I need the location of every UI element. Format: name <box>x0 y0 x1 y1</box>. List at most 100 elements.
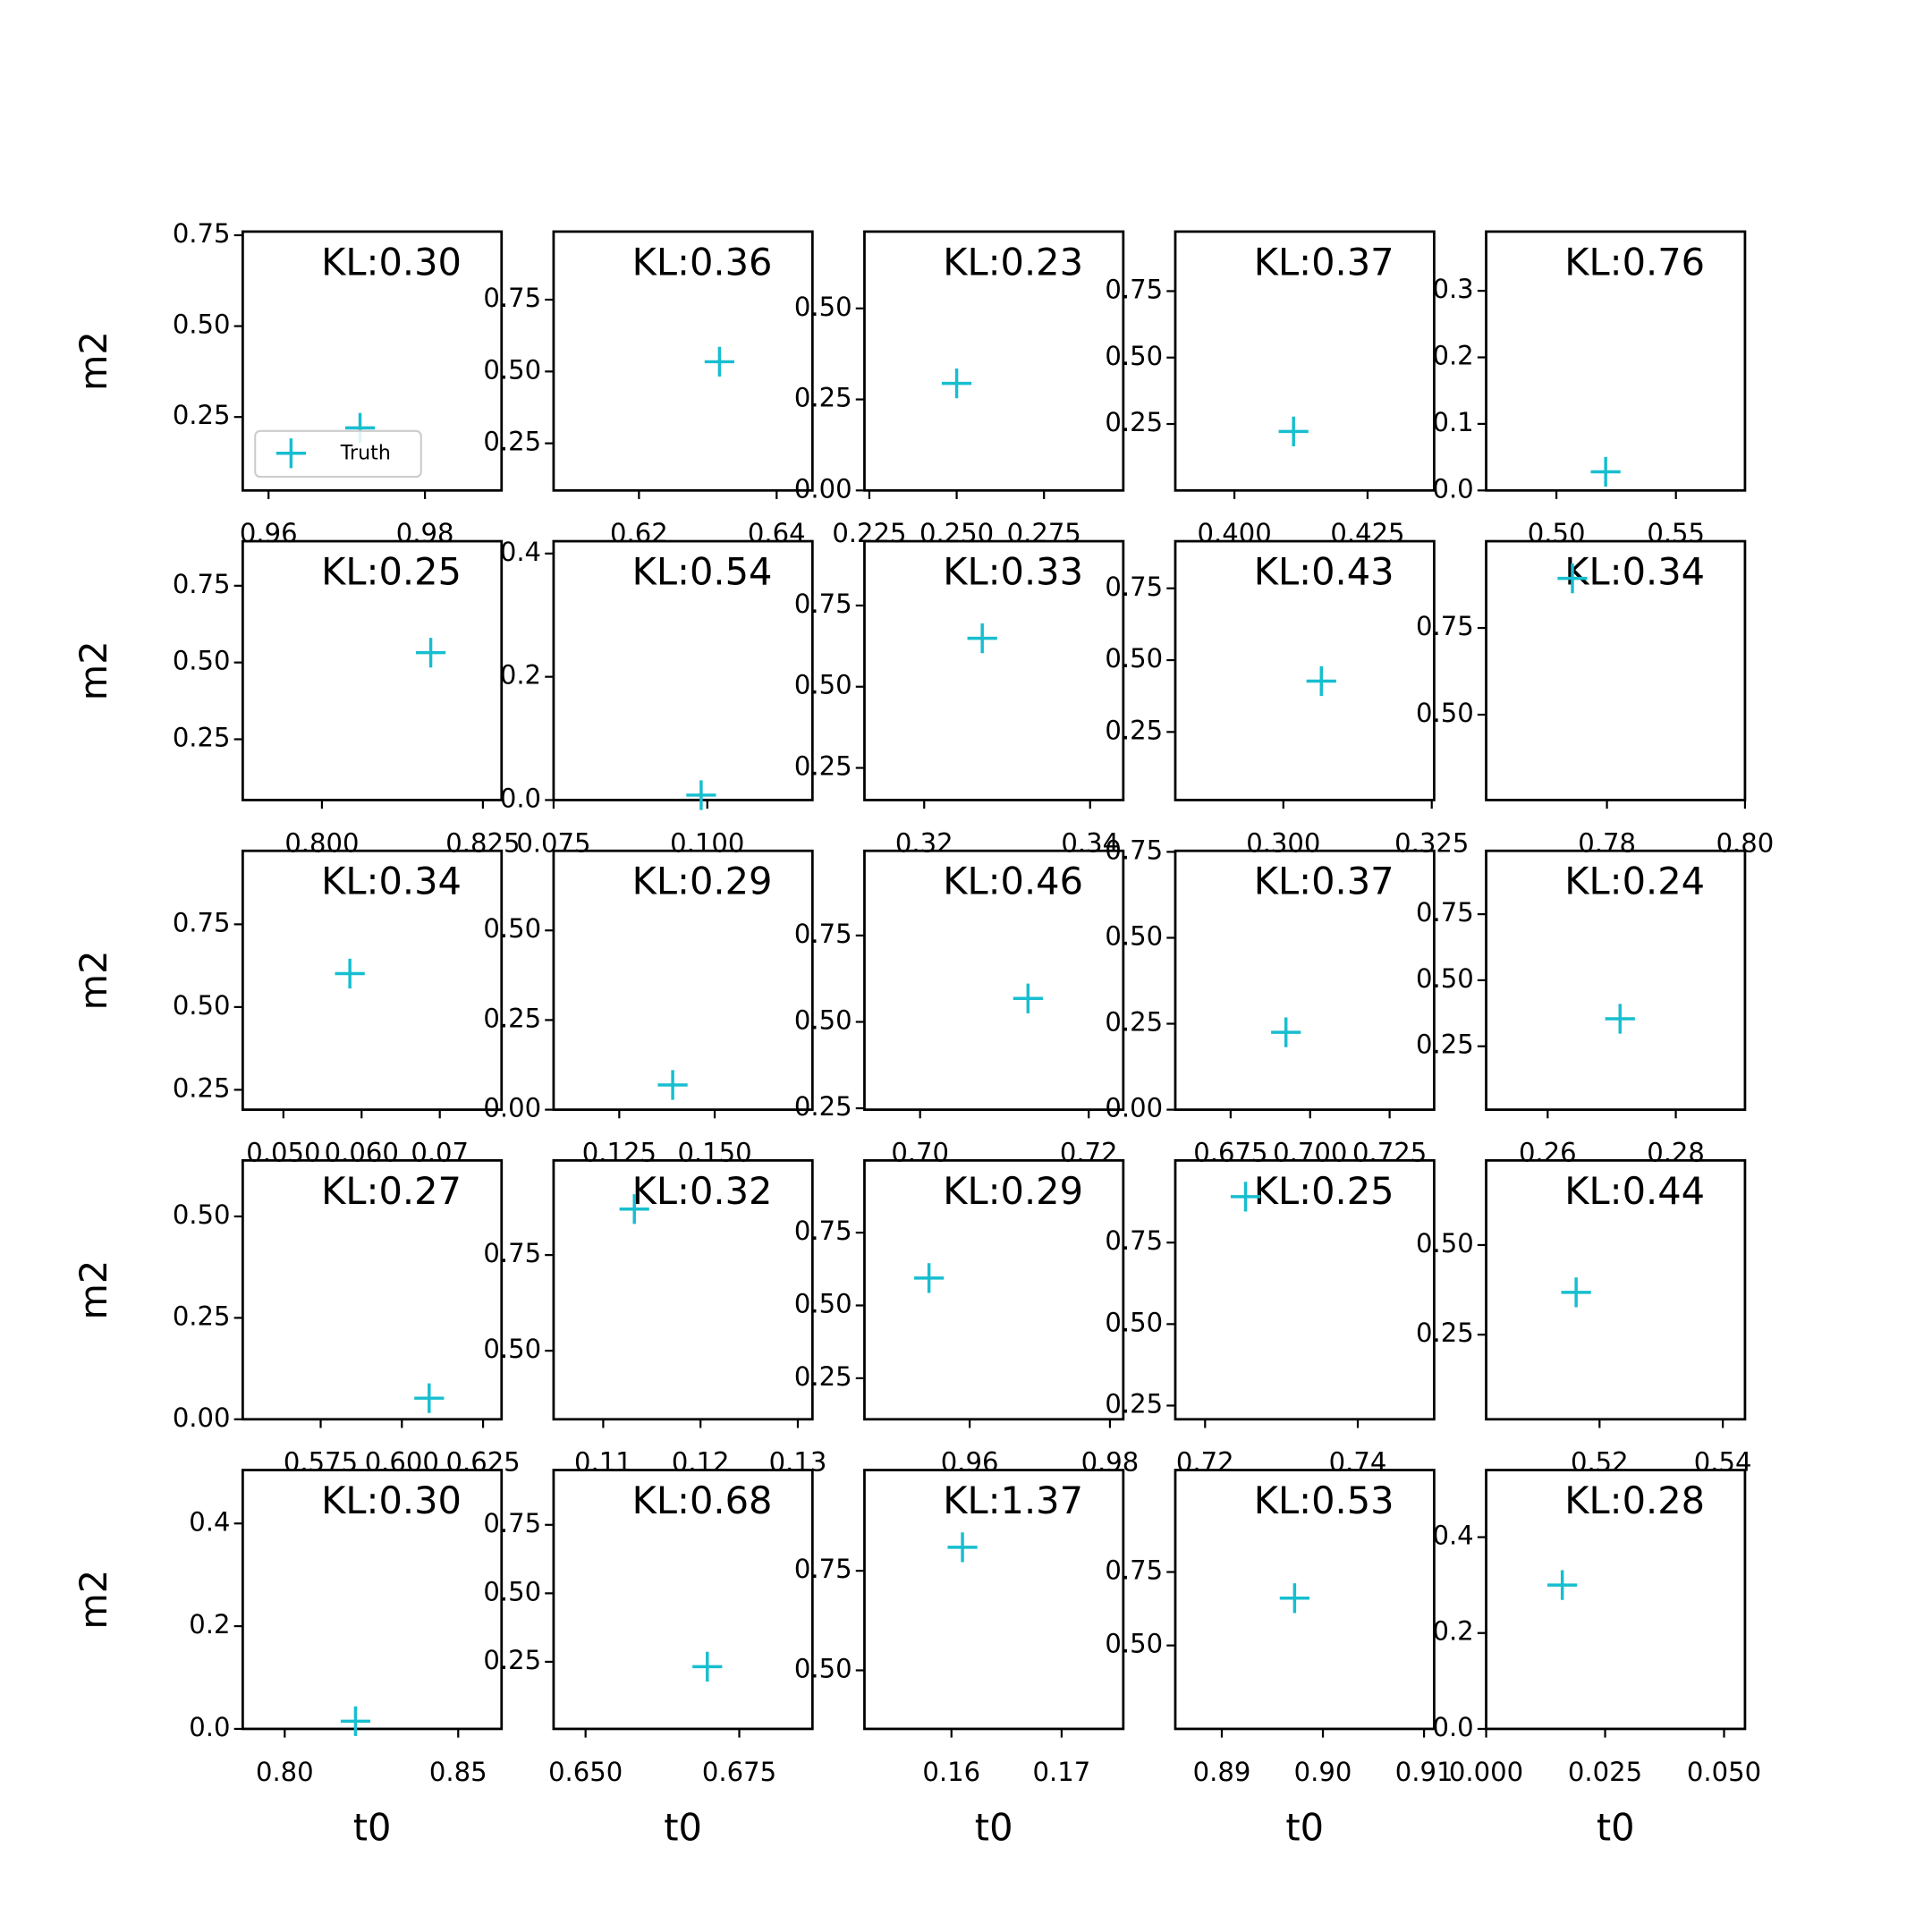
y-tick-label: 0.25 <box>1416 1318 1474 1348</box>
y-tick-label: 0.75 <box>794 1554 852 1584</box>
y-tick-label: 0.50 <box>173 990 231 1021</box>
x-tick-label: 0.325 <box>1394 827 1469 858</box>
contour-line <box>605 869 762 1103</box>
truth-marker <box>1561 1277 1591 1308</box>
axes-frame <box>552 849 814 1111</box>
truth-marker <box>414 1383 445 1413</box>
axes-frame <box>552 1159 814 1421</box>
truth-marker <box>1279 1583 1310 1614</box>
truth-marker <box>1590 456 1621 487</box>
y-tick-label: 0.50 <box>483 1576 541 1606</box>
x-tick-label: 0.125 <box>582 1137 657 1167</box>
y-tick-label: 0.25 <box>173 1072 231 1103</box>
x-tick-label: 0.050 <box>246 1137 320 1167</box>
x-tick-label: 0.90 <box>1294 1757 1352 1787</box>
axes-frame <box>1485 539 1747 801</box>
y-tick-label: 0.25 <box>1105 715 1163 745</box>
y-tick-label: 0.25 <box>1105 1388 1163 1419</box>
axes-frame <box>242 1159 504 1421</box>
truth-marker <box>335 958 365 989</box>
density-region <box>622 894 744 1077</box>
y-tick-label: 0.75 <box>1105 1555 1163 1586</box>
y-tick-label: 0.50 <box>1416 698 1474 728</box>
axes-frame <box>1485 230 1747 492</box>
y-tick-label: 0.50 <box>173 1199 231 1230</box>
kl-annotation: KL:0.34 <box>321 860 462 903</box>
y-tick-label: 0.0 <box>500 783 541 813</box>
y-tick-label: 0.50 <box>1416 963 1474 994</box>
x-tick-label: 0.80 <box>256 1757 314 1787</box>
density-region <box>1547 1510 1683 1699</box>
y-tick-label: 0.00 <box>173 1402 231 1433</box>
x-tick-label: 0.675 <box>702 1757 776 1787</box>
contour-line <box>580 249 787 483</box>
x-tick-label: 0.050 <box>1687 1757 1761 1787</box>
y-tick-label: 0.25 <box>173 400 231 430</box>
y-tick-label: 0.50 <box>483 1334 541 1364</box>
panel: 0.96 0.98 0.25 0.50 0.75 KL:0.30 m2 Truth <box>72 218 504 548</box>
y-tick-label: 0.75 <box>483 1238 541 1268</box>
x-tick-label: 0.50 <box>1528 518 1586 548</box>
truth-marker <box>1557 563 1588 594</box>
contour-line <box>890 558 1097 792</box>
panel: 0.26 0.28 0.25 0.50 0.75 KL:0.24 <box>1416 849 1747 1167</box>
axes-frame <box>1174 539 1436 801</box>
y-tick-label: 0.50 <box>483 354 541 385</box>
y-tick-label: 0.25 <box>794 383 852 413</box>
x-tick-label: 0.72 <box>1176 1447 1234 1478</box>
contour-line <box>293 1178 451 1412</box>
contour-line <box>302 1507 442 1702</box>
density-region <box>294 1496 450 1713</box>
x-tick-label: 0.72 <box>1060 1137 1118 1167</box>
axes-frame <box>242 849 504 1111</box>
density-region <box>302 1191 442 1400</box>
density-region <box>1506 877 1724 1095</box>
contour-line <box>1546 1507 1685 1702</box>
density-region <box>1222 561 1387 791</box>
density-region <box>1547 1200 1683 1390</box>
y-tick-label: 0.50 <box>1105 1307 1163 1337</box>
kl-annotation: KL:0.76 <box>1564 240 1705 284</box>
y-tick-label: 0.50 <box>1105 1629 1163 1659</box>
y-tick-label: 0.25 <box>173 722 231 752</box>
axes-frame <box>242 539 504 801</box>
y-tick-label: 0.25 <box>794 751 852 782</box>
y-tick-label: 0.25 <box>794 1361 852 1392</box>
y-tick-label: 0.75 <box>1105 1225 1163 1256</box>
axes-frame <box>863 1469 1125 1731</box>
x-tick-label: 0.16 <box>922 1757 980 1787</box>
panel: 0.000 0.025 0.050 0.0 0.2 0.4 KL:0.28 t0 <box>1432 1469 1761 1849</box>
density-region <box>588 1489 779 1720</box>
y-tick-label: 0.50 <box>1105 643 1163 674</box>
axes-frame <box>552 539 814 801</box>
legend-label: Truth <box>340 441 391 464</box>
kl-annotation: KL:0.43 <box>1254 549 1394 593</box>
panel: 0.70 0.72 0.25 0.50 0.75 KL:0.46 <box>794 849 1125 1167</box>
axes-frame <box>1174 1159 1436 1421</box>
truth-marker <box>686 780 716 810</box>
x-tick-label: 0.89 <box>1193 1757 1251 1787</box>
x-tick-label: 0.250 <box>919 518 994 548</box>
density-region <box>893 562 1095 790</box>
x-tick-label: 0.700 <box>1273 1137 1347 1167</box>
truth-marker <box>415 638 446 668</box>
x-tick-label: 0.400 <box>1197 518 1271 548</box>
x-tick-label: 0.300 <box>1246 827 1320 858</box>
y-tick-label: 0.50 <box>1105 341 1163 371</box>
y-tick-label: 0.50 <box>173 646 231 676</box>
axes-frame <box>1485 1469 1747 1731</box>
x-tick-label: 0.78 <box>1578 827 1636 858</box>
y-tick-label: 0.4 <box>500 537 541 567</box>
truth-marker <box>704 346 735 377</box>
y-tick-label: 0.4 <box>189 1506 230 1537</box>
x-axis-label: t0 <box>1597 1805 1635 1849</box>
panel: 0.52 0.54 0.25 0.50 KL:0.44 <box>1416 1159 1751 1478</box>
x-axis-label: t0 <box>353 1805 392 1849</box>
kl-annotation: KL:0.53 <box>1254 1479 1394 1522</box>
kl-annotation: KL:0.30 <box>321 240 462 284</box>
x-tick-label: 0.225 <box>832 518 906 548</box>
y-tick-label: 0.75 <box>1105 274 1163 304</box>
x-tick-label: 0.625 <box>445 1447 520 1478</box>
panel: 0.62 0.64 0.25 0.50 0.75 KL:0.36 <box>483 230 814 548</box>
